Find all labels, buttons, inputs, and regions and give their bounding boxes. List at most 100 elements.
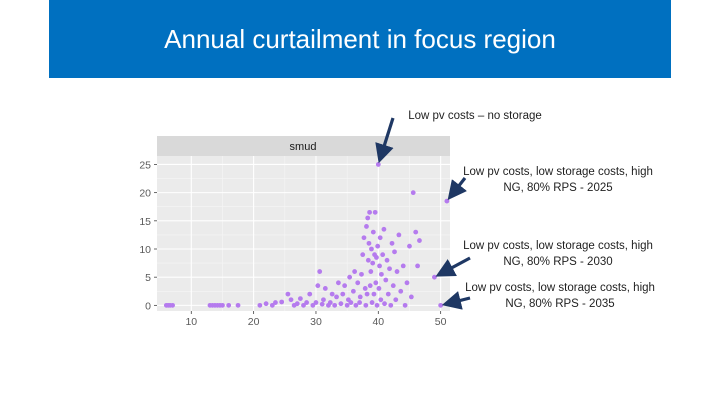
annotation-arrow bbox=[447, 177, 468, 201]
data-point bbox=[373, 280, 379, 286]
data-point bbox=[369, 246, 374, 252]
axis-ticks: 10 20 30 40 50 0 5 10 15 20 25 bbox=[139, 159, 446, 328]
data-point bbox=[413, 229, 419, 235]
data-point bbox=[340, 291, 346, 297]
facet-label: smud bbox=[290, 141, 317, 153]
data-point bbox=[313, 300, 319, 305]
data-point bbox=[374, 255, 379, 260]
data-point bbox=[370, 260, 376, 266]
data-point bbox=[364, 291, 370, 297]
data-point bbox=[257, 302, 263, 308]
annotation-arrows bbox=[375, 117, 471, 310]
data-point bbox=[336, 280, 341, 286]
data-point bbox=[380, 252, 386, 258]
data-point bbox=[269, 302, 275, 308]
data-point bbox=[350, 288, 356, 294]
data-point bbox=[384, 257, 390, 263]
data-point bbox=[338, 301, 344, 307]
data-point bbox=[288, 297, 294, 303]
data-point bbox=[438, 302, 444, 308]
data-point bbox=[310, 302, 316, 308]
data-point bbox=[307, 291, 313, 297]
data-point bbox=[415, 263, 420, 269]
data-point bbox=[366, 240, 372, 246]
data-point bbox=[329, 291, 335, 297]
annotation-rps-2025: Low pv costs, low storage costs, high NG… bbox=[463, 166, 653, 194]
data-point bbox=[371, 291, 377, 297]
data-point bbox=[374, 302, 380, 308]
data-point bbox=[396, 232, 402, 238]
title-bar: Annual curtailment in focus region bbox=[49, 0, 671, 78]
data-point bbox=[353, 302, 359, 308]
y-tick-label: 20 bbox=[139, 188, 151, 200]
data-point bbox=[365, 257, 371, 263]
data-point bbox=[375, 243, 381, 249]
data-point bbox=[398, 288, 404, 294]
data-point bbox=[317, 269, 323, 274]
annotation-arrow bbox=[441, 291, 471, 310]
data-point bbox=[170, 302, 175, 308]
data-point bbox=[400, 263, 406, 269]
data-point bbox=[279, 299, 285, 305]
y-tick-label: 0 bbox=[145, 300, 151, 312]
data-point bbox=[334, 294, 339, 300]
data-point bbox=[375, 162, 381, 167]
data-point bbox=[360, 252, 366, 258]
data-point bbox=[367, 209, 372, 215]
x-tick-label: 50 bbox=[435, 316, 447, 328]
plot-panel bbox=[157, 156, 450, 311]
data-point bbox=[285, 291, 291, 297]
data-point bbox=[381, 226, 387, 232]
data-point bbox=[389, 240, 395, 246]
data-point bbox=[304, 300, 310, 305]
data-point bbox=[444, 198, 450, 204]
data-point bbox=[355, 280, 361, 286]
data-point bbox=[322, 286, 328, 291]
data-point bbox=[383, 277, 389, 283]
data-point bbox=[377, 235, 383, 241]
data-point bbox=[364, 224, 369, 229]
data-point bbox=[388, 302, 394, 308]
data-point bbox=[392, 249, 397, 255]
data-point bbox=[393, 297, 399, 303]
y-tick-label: 10 bbox=[139, 244, 151, 256]
data-point bbox=[301, 302, 306, 308]
data-point bbox=[348, 300, 354, 305]
data-point bbox=[404, 280, 410, 286]
data-point bbox=[368, 269, 374, 274]
data-point bbox=[394, 269, 400, 274]
data-point bbox=[407, 243, 412, 249]
data-point bbox=[370, 229, 376, 235]
data-point bbox=[357, 294, 363, 300]
y-tick-label: 25 bbox=[139, 159, 151, 171]
data-point bbox=[417, 238, 422, 243]
data-point bbox=[387, 266, 392, 272]
data-point bbox=[352, 269, 358, 274]
data-point bbox=[347, 274, 353, 280]
data-point bbox=[376, 286, 382, 291]
annotation-rps-2030: Low pv costs, low storage costs, high NG… bbox=[463, 240, 653, 268]
annotation-rps-2035: Low pv costs, low storage costs, high NG… bbox=[465, 282, 655, 310]
annotation-arrow bbox=[375, 117, 395, 164]
data-point bbox=[359, 271, 364, 277]
data-point bbox=[390, 283, 396, 289]
slide-title: Annual curtailment in focus region bbox=[164, 23, 556, 54]
data-point bbox=[378, 297, 384, 303]
data-point bbox=[294, 301, 300, 307]
annotation-arrow bbox=[435, 256, 471, 277]
data-point bbox=[367, 283, 373, 289]
data-point bbox=[372, 209, 378, 215]
data-point bbox=[327, 300, 333, 305]
data-point bbox=[235, 302, 241, 308]
data-point bbox=[342, 283, 348, 289]
data-point bbox=[369, 300, 375, 305]
data-point bbox=[402, 302, 408, 308]
data-point bbox=[377, 263, 382, 269]
data-point bbox=[344, 302, 350, 308]
x-tick-label: 30 bbox=[310, 316, 322, 328]
x-tick-label: 20 bbox=[248, 316, 260, 328]
x-tick-label: 40 bbox=[372, 316, 384, 328]
data-point bbox=[363, 302, 369, 308]
x-tick-label: 10 bbox=[185, 316, 197, 328]
